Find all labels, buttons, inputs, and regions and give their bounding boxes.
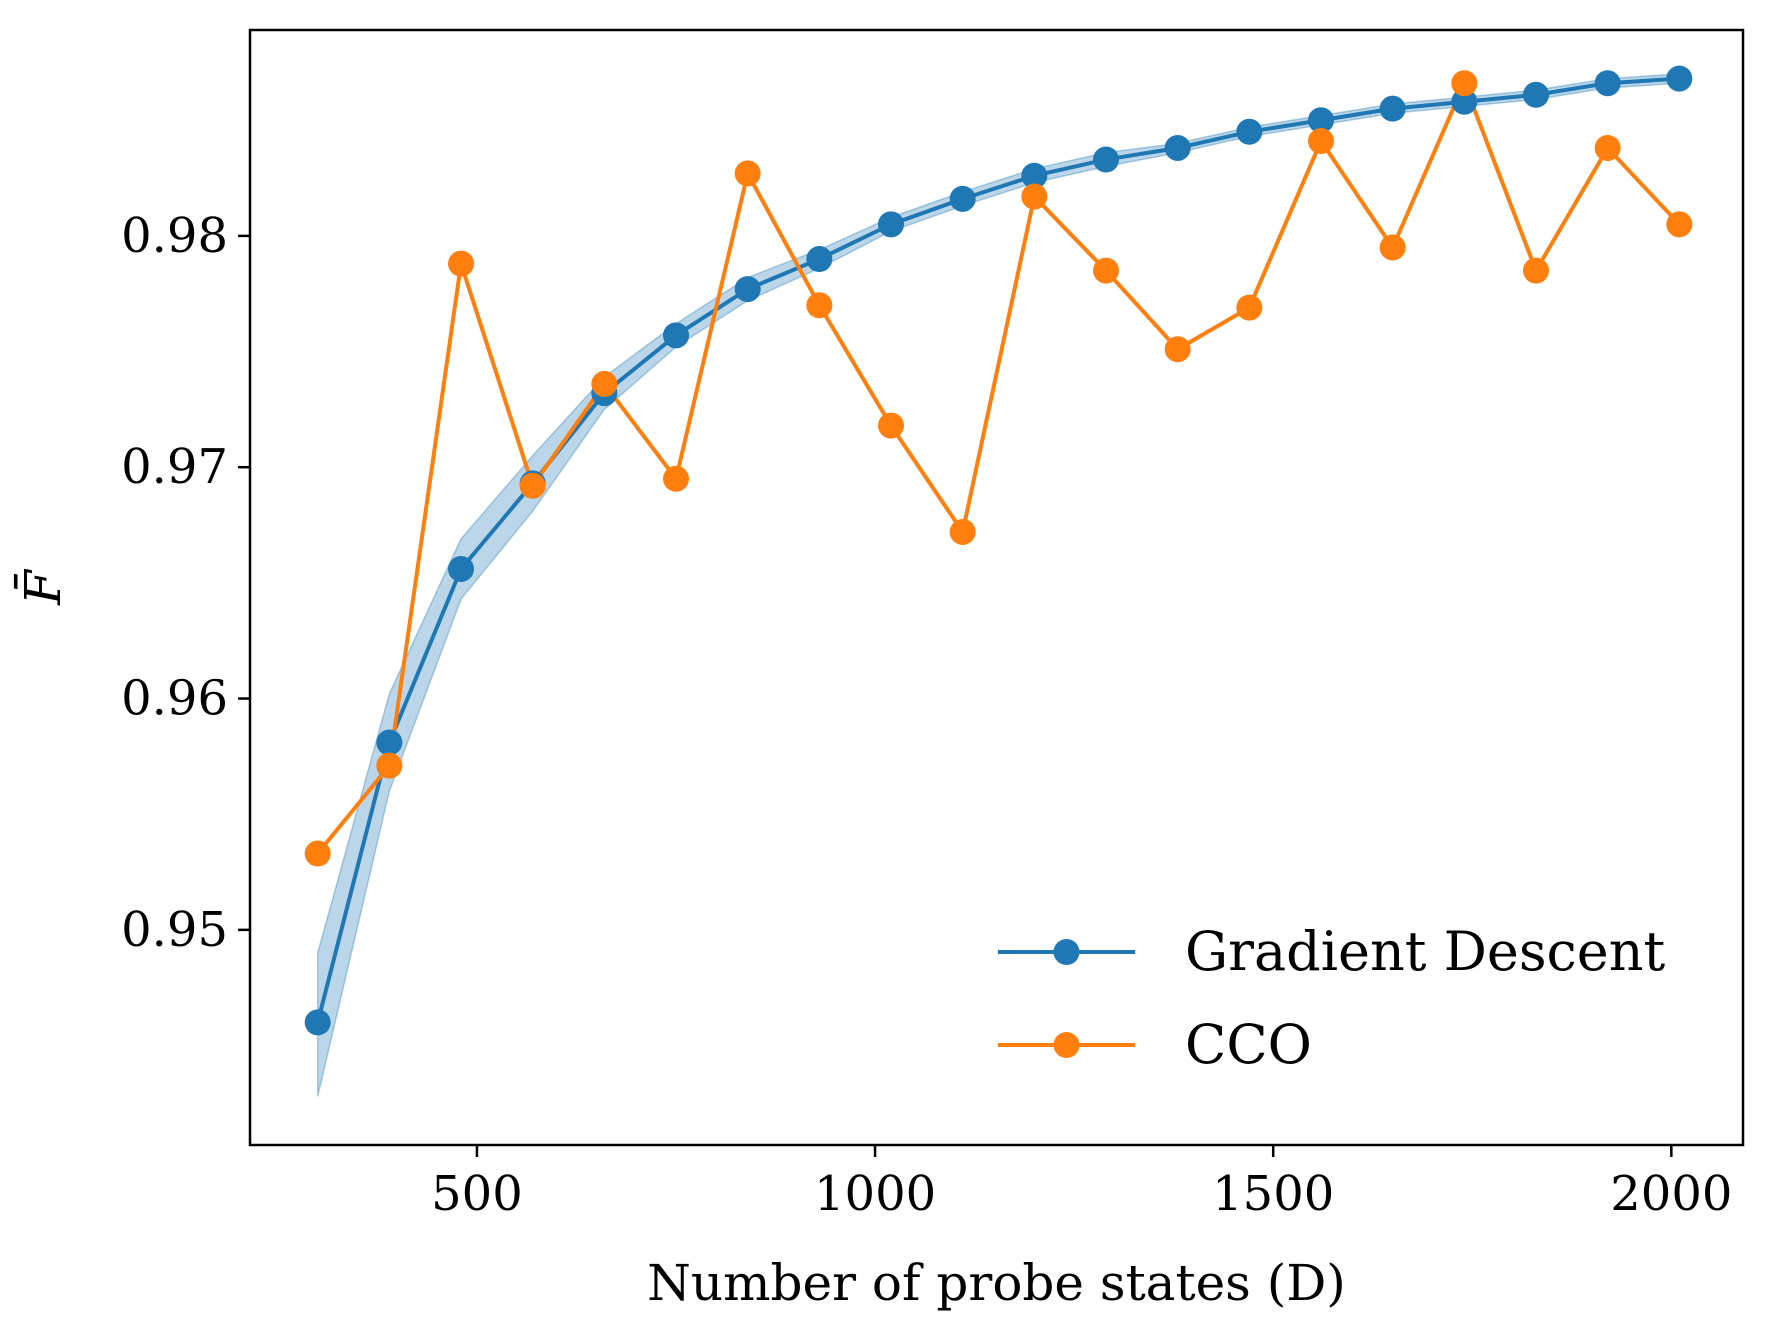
point-series-0-13 [1236,118,1263,145]
series-markers [304,65,1693,1036]
y-axis-label: F̄ [13,568,72,606]
point-series-1-5 [663,465,690,492]
y-tick-label: 0.98 [121,208,228,264]
point-series-0-0 [304,1009,331,1036]
point-series-1-9 [949,518,976,545]
x-axis-label: Number of probe states (D) [647,1254,1346,1312]
point-series-1-1 [376,752,403,779]
point-series-0-12 [1164,134,1191,161]
legend-marker-0 [1053,939,1080,965]
point-series-0-5 [663,322,690,349]
point-series-1-3 [519,472,546,499]
x-tick-label: 1500 [1212,1166,1334,1222]
point-series-0-19 [1666,65,1693,92]
point-series-0-1 [376,729,403,756]
point-series-0-7 [806,246,833,273]
point-series-0-18 [1594,70,1621,97]
point-series-1-16 [1451,70,1478,97]
line-series-0 [315,76,1680,1023]
series-lines [315,76,1681,1023]
point-series-0-11 [1092,146,1119,173]
point-series-0-9 [949,185,976,212]
point-series-0-16 [1451,88,1478,115]
point-series-0-10 [1021,162,1048,189]
legend: Gradient Descent CCO [998,920,1666,1076]
legend-label-1: CCO [1185,1013,1312,1076]
line-series-1 [316,81,1681,855]
point-series-0-6 [734,276,761,303]
x-axis-ticks: 500 1000 1500 2000 [431,1145,1732,1222]
point-series-0-17 [1522,81,1549,108]
point-series-0-2 [448,555,475,582]
y-tick-label: 0.97 [121,439,228,495]
point-series-1-12 [1164,336,1191,363]
y-tick-label: 0.96 [121,671,228,727]
point-series-1-0 [304,840,331,867]
point-series-1-11 [1092,257,1119,284]
x-tick-label: 2000 [1610,1166,1732,1222]
point-series-1-7 [806,292,833,319]
point-series-1-6 [734,160,761,187]
x-tick-label: 500 [431,1166,523,1222]
point-series-0-15 [1379,95,1406,122]
point-series-1-8 [877,412,904,439]
y-axis-ticks: 0.95 0.96 0.97 0.98 [121,208,250,958]
plot-area-frame [248,28,1745,1147]
point-series-1-15 [1379,234,1406,261]
y-tick-label: 0.95 [121,902,228,958]
legend-marker-1 [1053,1032,1080,1058]
point-series-1-13 [1236,294,1263,321]
point-series-0-14 [1307,107,1334,134]
point-series-1-14 [1307,128,1334,155]
point-series-1-4 [591,370,618,397]
point-series-0-8 [877,211,904,238]
point-series-1-10 [1021,183,1048,210]
point-series-1-2 [448,250,475,277]
point-series-1-17 [1522,257,1549,284]
legend-label-0: Gradient Descent [1185,920,1666,983]
x-tick-label: 1000 [814,1166,936,1222]
point-series-1-18 [1594,134,1621,161]
point-series-1-19 [1666,211,1693,238]
